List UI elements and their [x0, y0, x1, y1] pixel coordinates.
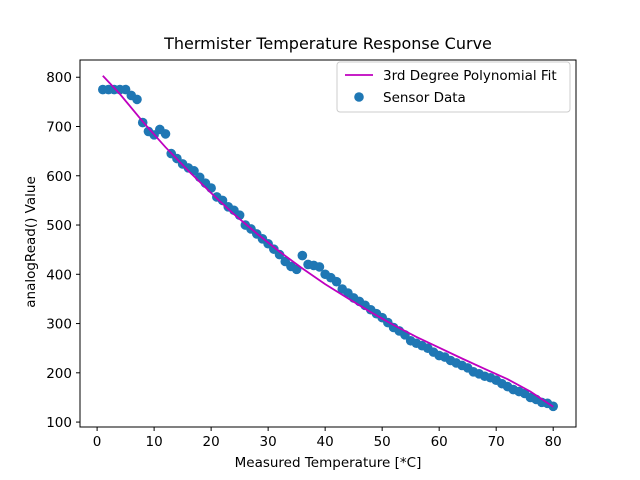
x-tick-label: 20: [203, 434, 220, 450]
legend: 3rd Degree Polynomial Fit Sensor Data: [336, 61, 571, 113]
sensor-data-point: [274, 249, 285, 260]
y-tick-label: 100: [46, 415, 72, 431]
legend-label-data: Sensor Data: [383, 90, 466, 106]
legend-swatch-data: [354, 92, 364, 102]
y-tick-label: 600: [46, 169, 72, 185]
legend-label-fit: 3rd Degree Polynomial Fit: [383, 68, 557, 84]
y-tick-label: 500: [46, 218, 72, 234]
sensor-data-point: [132, 94, 142, 105]
polynomial-fit-line: [102, 75, 554, 408]
x-tick-label: 50: [374, 434, 391, 450]
x-axis-label: Measured Temperature [*C]: [235, 455, 422, 471]
legend-frame: [336, 61, 571, 113]
sensor-data-point: [314, 262, 325, 272]
sensor-data-point: [217, 195, 228, 206]
sensor-data-point: [206, 183, 216, 193]
y-axis-label: analogRead() Value: [23, 176, 39, 308]
y-tick-label: 200: [46, 366, 72, 382]
x-tick-label: 0: [93, 434, 102, 450]
x-tick-label: 10: [146, 434, 163, 450]
sensor-data-point: [120, 84, 131, 95]
y-tick-label: 800: [46, 70, 72, 86]
y-tick-label: 300: [46, 317, 72, 333]
x-tick-label: 60: [431, 434, 448, 450]
plot-frame: [79, 59, 577, 428]
sensor-data-point: [331, 276, 342, 287]
chart-title: Thermister Temperature Response Curve: [163, 34, 492, 53]
plot-area: 0 10 20 30 40 50 60 70 80 100 200 300 400 500 600 700 80…: [46, 59, 577, 450]
sensor-data-point: [297, 250, 308, 261]
y-tick-label: 700: [46, 120, 72, 136]
y-tick-label: 400: [46, 267, 72, 283]
x-tick-label: 80: [545, 434, 562, 450]
sensor-data-point: [160, 129, 171, 139]
x-tick-label: 30: [260, 434, 277, 450]
x-tick-label: 40: [317, 434, 334, 450]
x-tick-label: 70: [488, 434, 505, 450]
